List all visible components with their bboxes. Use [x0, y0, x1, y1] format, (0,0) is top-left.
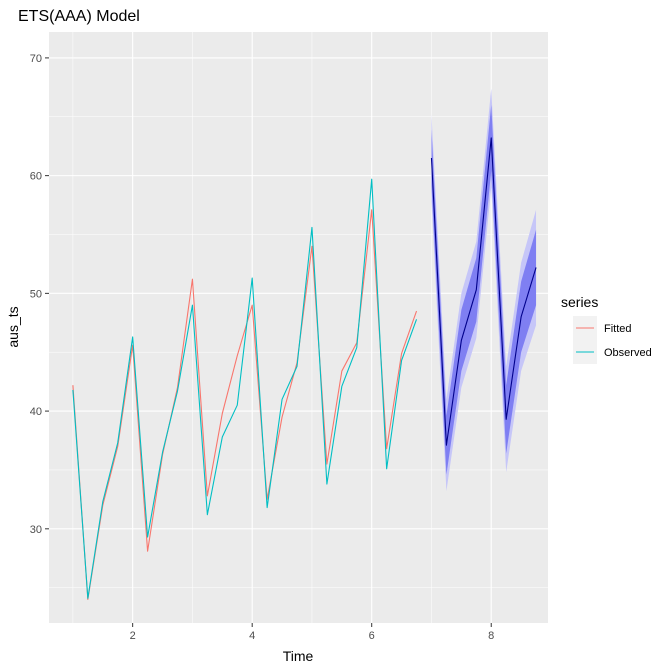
legend-label-fitted: Fitted	[604, 323, 632, 335]
legend-label-observed: Observed	[604, 347, 652, 359]
series-line-observed	[72, 178, 418, 599]
y-tick-label: 60	[30, 171, 42, 183]
x-tick-label: 2	[130, 630, 136, 642]
forecast-band-80	[431, 104, 537, 475]
y-tick-label: 70	[30, 53, 42, 65]
chart-title: ETS(AAA) Model	[18, 8, 140, 25]
y-axis: 30 40 50 60 70	[30, 53, 49, 536]
x-axis-title: Time	[283, 648, 314, 664]
x-tick-label: 6	[369, 630, 375, 642]
legend-title: series	[561, 294, 598, 310]
y-axis-title: aus_ts	[5, 306, 21, 347]
x-axis: 2 4 6 8	[130, 623, 494, 642]
series-lines	[72, 137, 537, 601]
x-tick-label: 8	[488, 630, 494, 642]
forecast-mean-line	[430, 137, 537, 446]
y-tick-label: 40	[30, 406, 42, 418]
y-tick-label: 30	[30, 524, 42, 536]
x-tick-label: 4	[249, 630, 255, 642]
major-gridlines	[49, 32, 548, 623]
legend: series Fitted Observed	[561, 294, 652, 364]
y-tick-label: 50	[30, 288, 42, 300]
